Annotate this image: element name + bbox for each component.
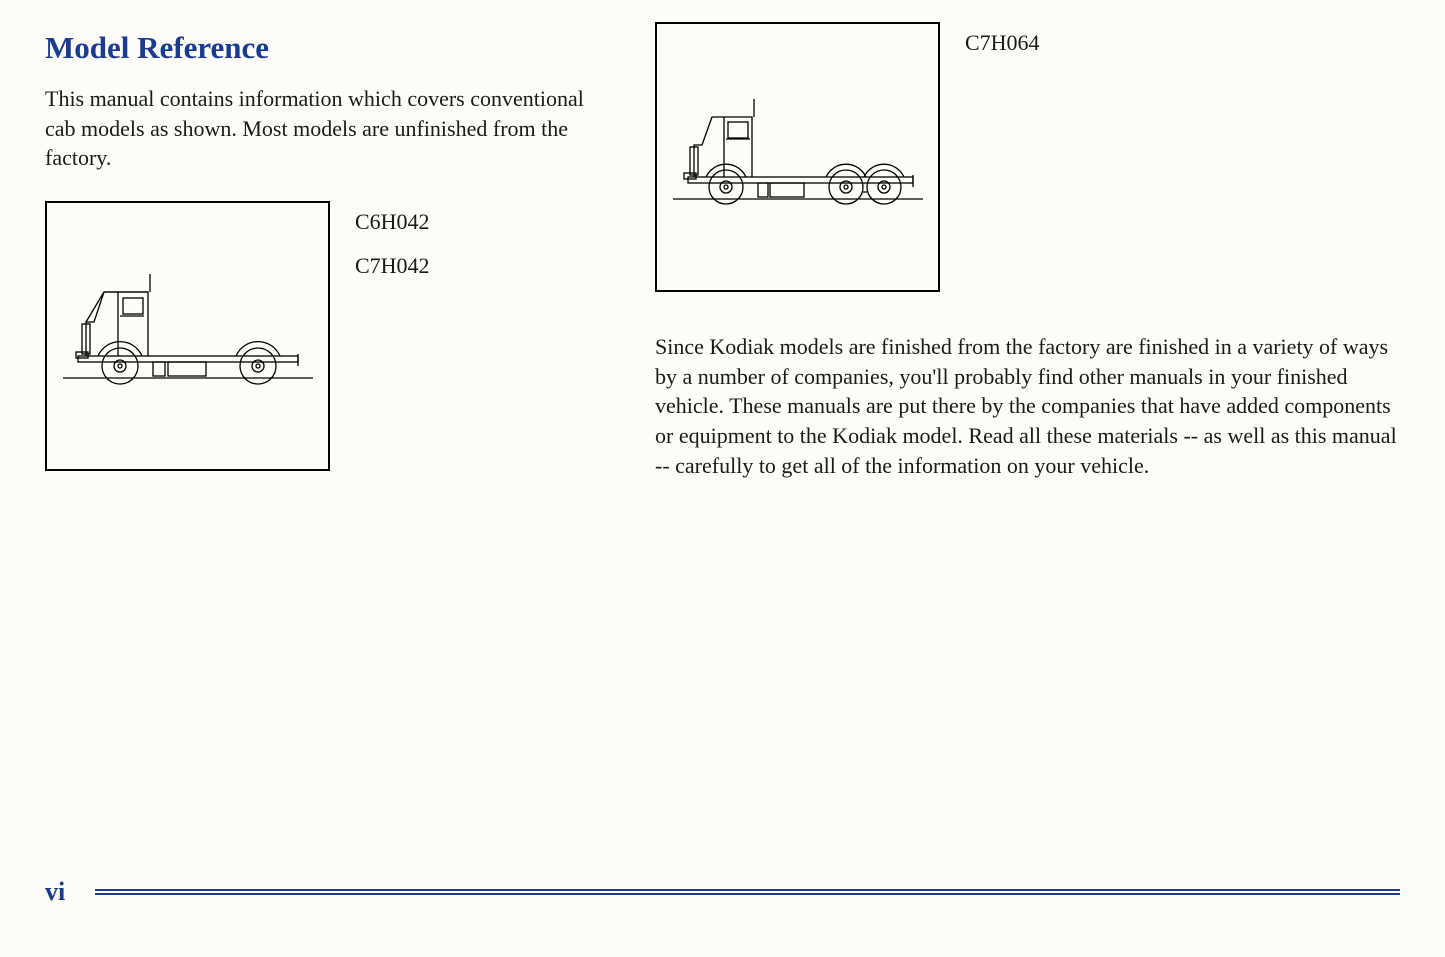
left-figure-row: C6H042 C7H042 xyxy=(45,201,605,471)
figure-box-3axle xyxy=(655,22,940,292)
right-column: C7H064 Since Kodiak models are finished … xyxy=(655,30,1400,480)
page-title: Model Reference xyxy=(45,30,605,66)
model-label: C7H064 xyxy=(965,30,1040,56)
truck-3axle-icon xyxy=(668,87,928,227)
left-figure-labels: C6H042 C7H042 xyxy=(355,201,430,279)
page-footer: vi xyxy=(45,877,1400,907)
right-figure-labels: C7H064 xyxy=(965,22,1040,56)
truck-2axle-icon xyxy=(58,266,318,406)
model-label: C7H042 xyxy=(355,253,430,279)
page-number: vi xyxy=(45,877,65,907)
right-figure-row: C7H064 xyxy=(655,22,1400,292)
intro-text: This manual contains information which c… xyxy=(45,84,605,173)
body-paragraph: Since Kodiak models are finished from th… xyxy=(655,332,1400,480)
footer-rule xyxy=(95,889,1400,895)
model-label: C6H042 xyxy=(355,209,430,235)
figure-box-2axle xyxy=(45,201,330,471)
page-content: Model Reference This manual contains inf… xyxy=(45,30,1400,480)
left-column: Model Reference This manual contains inf… xyxy=(45,30,605,480)
